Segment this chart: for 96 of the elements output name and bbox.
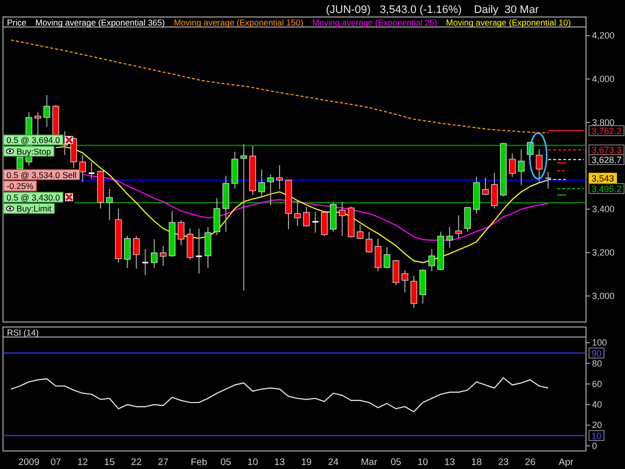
candlestick xyxy=(356,224,364,240)
candlestick xyxy=(321,211,328,236)
candlestick xyxy=(214,197,220,236)
data-label: 3,495.2 xyxy=(592,184,622,194)
candlestick xyxy=(509,152,516,178)
text: Moving average (Exponential 10) xyxy=(446,18,571,28)
candlestick xyxy=(392,259,400,286)
text: 3,543 xyxy=(592,173,614,184)
x-tick-label: 05 xyxy=(390,456,402,468)
y-tick-label: 40 xyxy=(592,400,602,410)
x-tick-label: 05 xyxy=(220,456,232,468)
x-tick-label: 15 xyxy=(104,456,115,468)
y-tick-label: 3,400 xyxy=(592,204,615,214)
data-label: 3,762.2 xyxy=(592,126,622,136)
candlestick xyxy=(79,154,86,182)
text: Price xyxy=(7,18,27,28)
y-tick-label: 3,200 xyxy=(592,248,615,258)
x-tick-label: 2009 xyxy=(18,456,40,468)
candlestick xyxy=(482,177,489,196)
candlestick xyxy=(545,171,552,190)
line-series xyxy=(10,39,549,134)
candlestick xyxy=(518,148,525,186)
candlestick xyxy=(204,226,212,268)
text: Moving average (Exponential 150) xyxy=(174,18,304,28)
x-tick-label: 26 xyxy=(524,456,536,468)
x-tick-label: 22 xyxy=(131,456,142,468)
chart-title: (JUN-09) 3,543.0 (-1.16%) Daily 30 Mar xyxy=(326,4,540,16)
x-tick-label: Feb xyxy=(190,456,208,468)
candlestick xyxy=(384,246,390,269)
annotation: Buy:Stop xyxy=(16,146,52,156)
candlestick xyxy=(536,148,542,182)
data-label: 3,673.3 xyxy=(592,145,622,156)
x-tick-label: Mar xyxy=(360,456,378,468)
candlestick xyxy=(142,248,148,276)
candlestick xyxy=(267,174,274,206)
candlestick xyxy=(44,94,50,128)
x-tick-label: 07 xyxy=(50,456,62,468)
y-tick-label: 3,000 xyxy=(592,290,615,301)
candlestick xyxy=(410,275,418,308)
candlestick xyxy=(258,169,265,198)
text: Moving average (Exponential 25) xyxy=(312,18,438,28)
annotation: Buy:Limit xyxy=(16,204,52,214)
x-tick-label: 10 xyxy=(418,456,428,468)
x-tick-label: 27 xyxy=(158,456,168,468)
x-tick-label: 13 xyxy=(274,456,285,468)
candlestick xyxy=(455,214,462,239)
line-series xyxy=(10,377,549,412)
ref-line-label: 90 xyxy=(592,348,602,358)
x-tick-label: 10 xyxy=(247,456,258,468)
ref-line-label: 0.5 @ 3,534.0 Sell xyxy=(6,170,77,180)
candlestick xyxy=(428,248,436,272)
x-tick-label: 23 xyxy=(498,456,509,468)
candlestick xyxy=(240,144,248,291)
candlestick xyxy=(446,226,453,248)
candlestick xyxy=(402,270,408,293)
candlestick xyxy=(124,235,131,268)
candlestick xyxy=(374,238,382,272)
y-tick-label: 0 xyxy=(592,440,598,451)
y-tick-label: 4,000 xyxy=(592,74,615,84)
x-tick-label: 12 xyxy=(77,456,88,468)
candlestick xyxy=(491,172,498,210)
x-tick-label: 19 xyxy=(301,456,312,468)
y-tick-label: 4,200 xyxy=(592,30,615,41)
candlestick xyxy=(186,228,194,260)
x-tick-label: 24 xyxy=(328,456,339,468)
y-tick-label: 80 xyxy=(592,358,602,368)
candlestick xyxy=(150,238,158,268)
x-tick-label: 13 xyxy=(444,456,455,468)
candlestick xyxy=(196,228,202,274)
candlestick xyxy=(106,188,113,221)
candlestick xyxy=(133,235,140,270)
candlestick xyxy=(160,245,166,266)
legend-label: Moving average (Exponential 365) xyxy=(35,18,165,28)
candlestick xyxy=(88,161,95,180)
candlestick xyxy=(338,201,346,236)
candlestick xyxy=(294,200,301,226)
x-tick-label: 18 xyxy=(471,456,482,468)
ref-line-label: 0.5 @ 3,694.0 xyxy=(6,135,60,146)
annotation: -0.25% xyxy=(6,181,34,192)
candlestick xyxy=(303,206,310,228)
candlestick xyxy=(276,164,283,190)
candlestick xyxy=(34,112,42,136)
data-label: 3,628.7 xyxy=(592,154,622,165)
candlestick xyxy=(178,220,184,246)
line-series xyxy=(82,174,549,241)
ref-line-label: 10 xyxy=(592,430,602,441)
candlestick xyxy=(312,211,318,234)
y-tick-label: 100 xyxy=(592,338,608,348)
y-tick-label: 60 xyxy=(592,378,602,389)
ref-line-label: 0.5 @ 3,430.0 xyxy=(6,192,60,202)
candlestick xyxy=(464,206,471,232)
y-tick-label: 3,800 xyxy=(592,117,615,128)
candlestick xyxy=(366,231,372,254)
x-tick-label: Apr xyxy=(558,456,574,468)
y-tick-label: 20 xyxy=(592,420,602,430)
chart-title: RSI (14) xyxy=(7,328,39,338)
